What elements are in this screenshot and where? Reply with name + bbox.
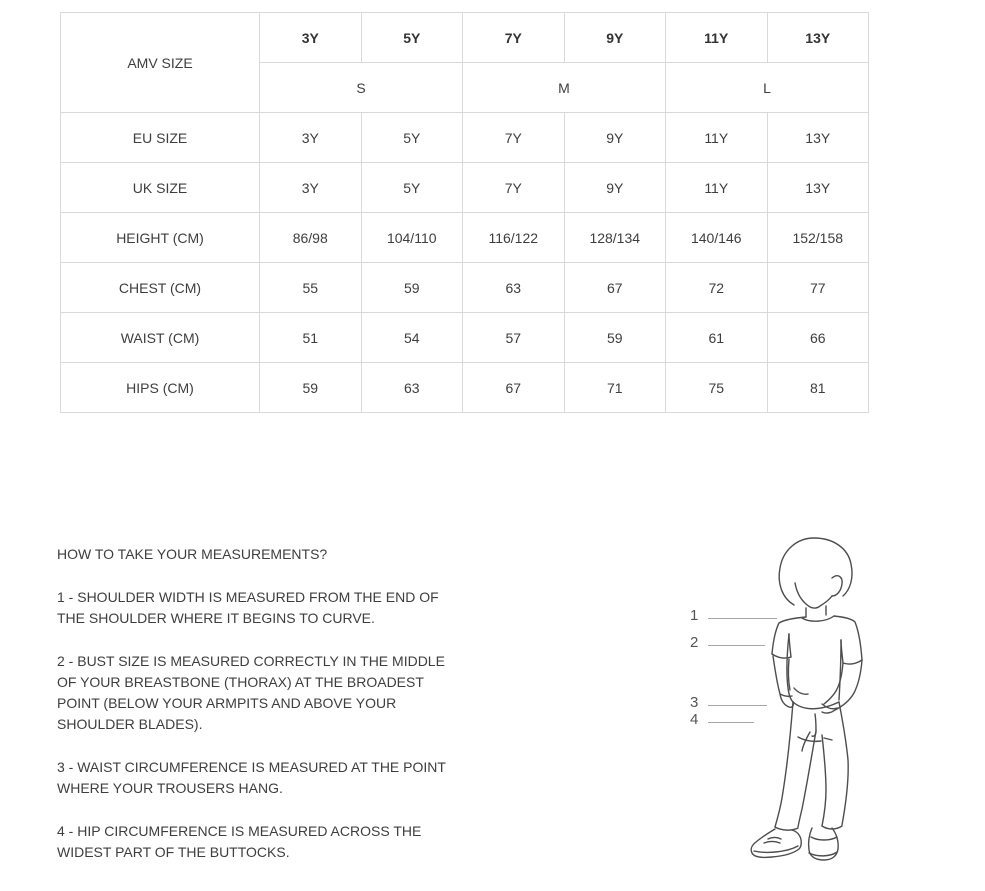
size-header-cell: 3Y	[259, 12, 362, 63]
size-value-cell: 7Y	[462, 162, 565, 213]
size-value-cell: 81	[766, 362, 869, 413]
size-header-cell: 9Y	[563, 12, 666, 63]
table-row: EU SIZE 3Y 5Y 7Y 9Y 11Y 13Y	[60, 112, 869, 163]
table-row: HEIGHT (CM) 86/98 104/110 116/122 128/13…	[60, 212, 869, 263]
size-group-cell: M	[462, 62, 666, 113]
size-header-cell: 11Y	[665, 12, 768, 63]
measurement-instruction-bust: 2 - BUST SIZE IS MEASURED CORRECTLY IN T…	[57, 653, 445, 732]
size-value-cell: 54	[360, 312, 463, 363]
size-value-cell: 7Y	[462, 112, 565, 163]
size-value-cell: 9Y	[563, 112, 666, 163]
size-chart-table: AMV SIZE 3Y 5Y 7Y 9Y 11Y 13Y S M L EU SI…	[60, 12, 869, 413]
size-value-cell: 3Y	[259, 112, 362, 163]
size-value-cell: 11Y	[665, 112, 768, 163]
measurements-heading: HOW TO TAKE YOUR MEASUREMENTS?	[57, 546, 328, 562]
size-value-cell: 72	[665, 262, 768, 313]
size-value-cell: 55	[259, 262, 362, 313]
size-header-cell: 7Y	[462, 12, 565, 63]
size-value-cell: 57	[462, 312, 565, 363]
row-label-cell: EU SIZE	[60, 112, 260, 163]
size-value-cell: 59	[360, 262, 463, 313]
figure-marker-number-1: 1	[690, 607, 699, 624]
figure-marker-line-2	[708, 645, 765, 646]
size-value-cell: 3Y	[259, 162, 362, 213]
size-header-cell: 5Y	[360, 12, 463, 63]
size-value-cell: 59	[563, 312, 666, 363]
size-value-cell: 5Y	[360, 162, 463, 213]
table-row: WAIST (CM) 51 54 57 59 61 66	[60, 312, 869, 363]
row-label-cell: CHEST (CM)	[60, 262, 260, 313]
figure-marker-line-3	[708, 705, 767, 706]
size-value-cell: 51	[259, 312, 362, 363]
measurement-instruction-hip: 4 - HIP CIRCUMFERENCE IS MEASURED ACROSS…	[57, 823, 422, 860]
figure-marker-number-3: 3	[690, 694, 699, 711]
size-value-cell: 63	[360, 362, 463, 413]
table-row: UK SIZE 3Y 5Y 7Y 9Y 11Y 13Y	[60, 162, 869, 213]
figure-marker-number-2: 2	[690, 634, 699, 651]
size-value-cell: 67	[462, 362, 565, 413]
size-value-cell: 152/158	[766, 212, 869, 263]
row-label-cell: WAIST (CM)	[60, 312, 260, 363]
size-value-cell: 86/98	[259, 212, 362, 263]
size-value-cell: 11Y	[665, 162, 768, 213]
size-value-cell: 59	[259, 362, 362, 413]
size-value-cell: 75	[665, 362, 768, 413]
size-value-cell: 9Y	[563, 162, 666, 213]
table-corner-cell: AMV SIZE	[60, 12, 260, 113]
table-row: AMV SIZE 3Y 5Y 7Y 9Y 11Y 13Y	[60, 12, 869, 113]
figure-marker-line-4	[708, 722, 754, 723]
size-value-cell: 77	[766, 262, 869, 313]
size-value-cell: 13Y	[766, 162, 869, 213]
size-value-cell: 63	[462, 262, 565, 313]
size-value-cell: 71	[563, 362, 666, 413]
size-value-cell: 13Y	[766, 112, 869, 163]
size-value-cell: 116/122	[462, 212, 565, 263]
row-label-cell: UK SIZE	[60, 162, 260, 213]
child-illustration	[750, 537, 863, 861]
size-value-cell: 67	[563, 262, 666, 313]
size-header-cell: 13Y	[766, 12, 869, 63]
size-value-cell: 5Y	[360, 112, 463, 163]
row-label-cell: HIPS (CM)	[60, 362, 260, 413]
size-value-cell: 66	[766, 312, 869, 363]
table-row: HIPS (CM) 59 63 67 71 75 81	[60, 362, 869, 413]
size-group-cell: S	[259, 62, 463, 113]
table-row: S M L	[61, 62, 869, 113]
table-row: CHEST (CM) 55 59 63 67 72 77	[60, 262, 869, 313]
size-value-cell: 128/134	[563, 212, 666, 263]
figure-marker-line-1	[708, 618, 777, 619]
figure-marker-number-4: 4	[690, 711, 699, 728]
size-group-cell: L	[665, 62, 869, 113]
size-value-cell: 104/110	[360, 212, 463, 263]
size-value-cell: 140/146	[665, 212, 768, 263]
size-value-cell: 61	[665, 312, 768, 363]
measurement-instructions: HOW TO TAKE YOUR MEASUREMENTS? 1 - SHOUL…	[57, 544, 454, 885]
measurement-instruction-shoulder: 1 - SHOULDER WIDTH IS MEASURED FROM THE …	[57, 589, 439, 626]
measurement-instruction-waist: 3 - WAIST CIRCUMFERENCE IS MEASURED AT T…	[57, 759, 446, 796]
row-label-cell: HEIGHT (CM)	[60, 212, 260, 263]
